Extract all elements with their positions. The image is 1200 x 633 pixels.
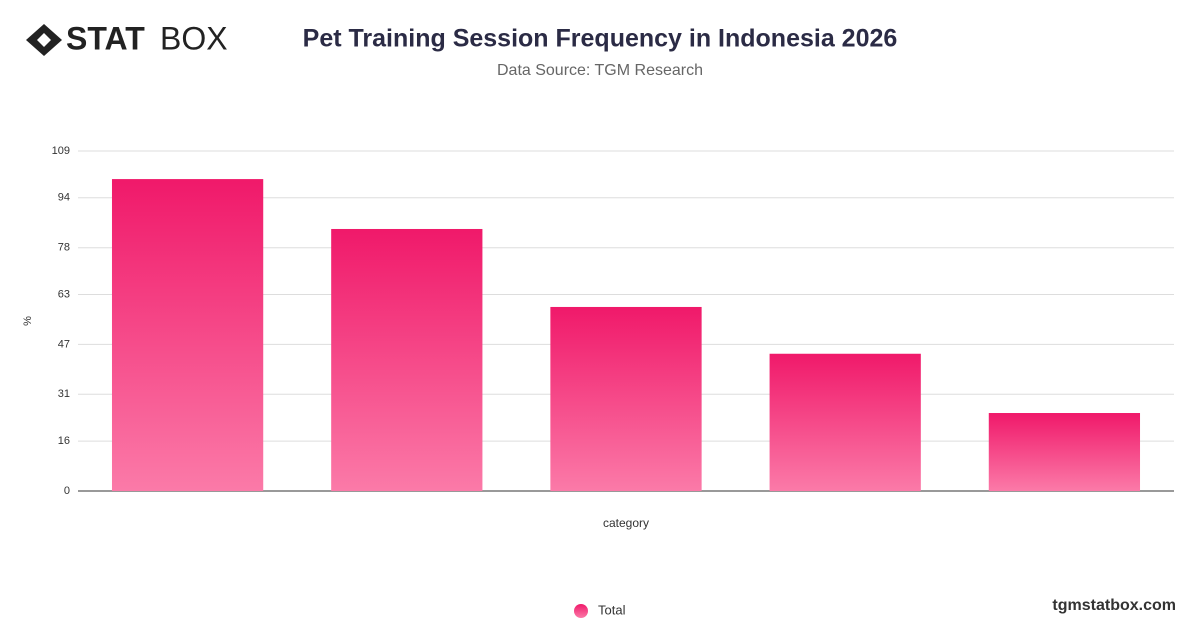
legend-marker	[574, 604, 588, 618]
y-tick-label: 109	[52, 145, 70, 157]
x-axis-label: category	[603, 516, 649, 530]
footer: tgmstatbox.com	[1052, 597, 1176, 614]
bar	[331, 228, 483, 492]
logo: STAT BOX	[26, 20, 228, 56]
chart-title: Pet Training Session Frequency in Indone…	[303, 25, 898, 53]
y-tick-label: 63	[58, 288, 70, 300]
logo-bold: STAT	[66, 20, 145, 56]
y-tick-label: 16	[58, 435, 70, 447]
y-tick-label: 47	[58, 338, 70, 350]
y-tick-label: 78	[58, 242, 70, 254]
y-tick-label: 0	[64, 485, 70, 497]
logo-light: BOX	[160, 20, 228, 56]
bar	[550, 306, 702, 491]
bar	[769, 353, 921, 491]
y-tick-label: 94	[58, 192, 70, 204]
chart-subtitle: Data Source: TGM Research	[497, 62, 703, 79]
y-tick-label: 31	[58, 388, 70, 400]
bar	[111, 179, 264, 491]
bar	[988, 413, 1141, 491]
y-axis-label: %	[22, 316, 34, 326]
legend-label: Total	[598, 602, 626, 617]
